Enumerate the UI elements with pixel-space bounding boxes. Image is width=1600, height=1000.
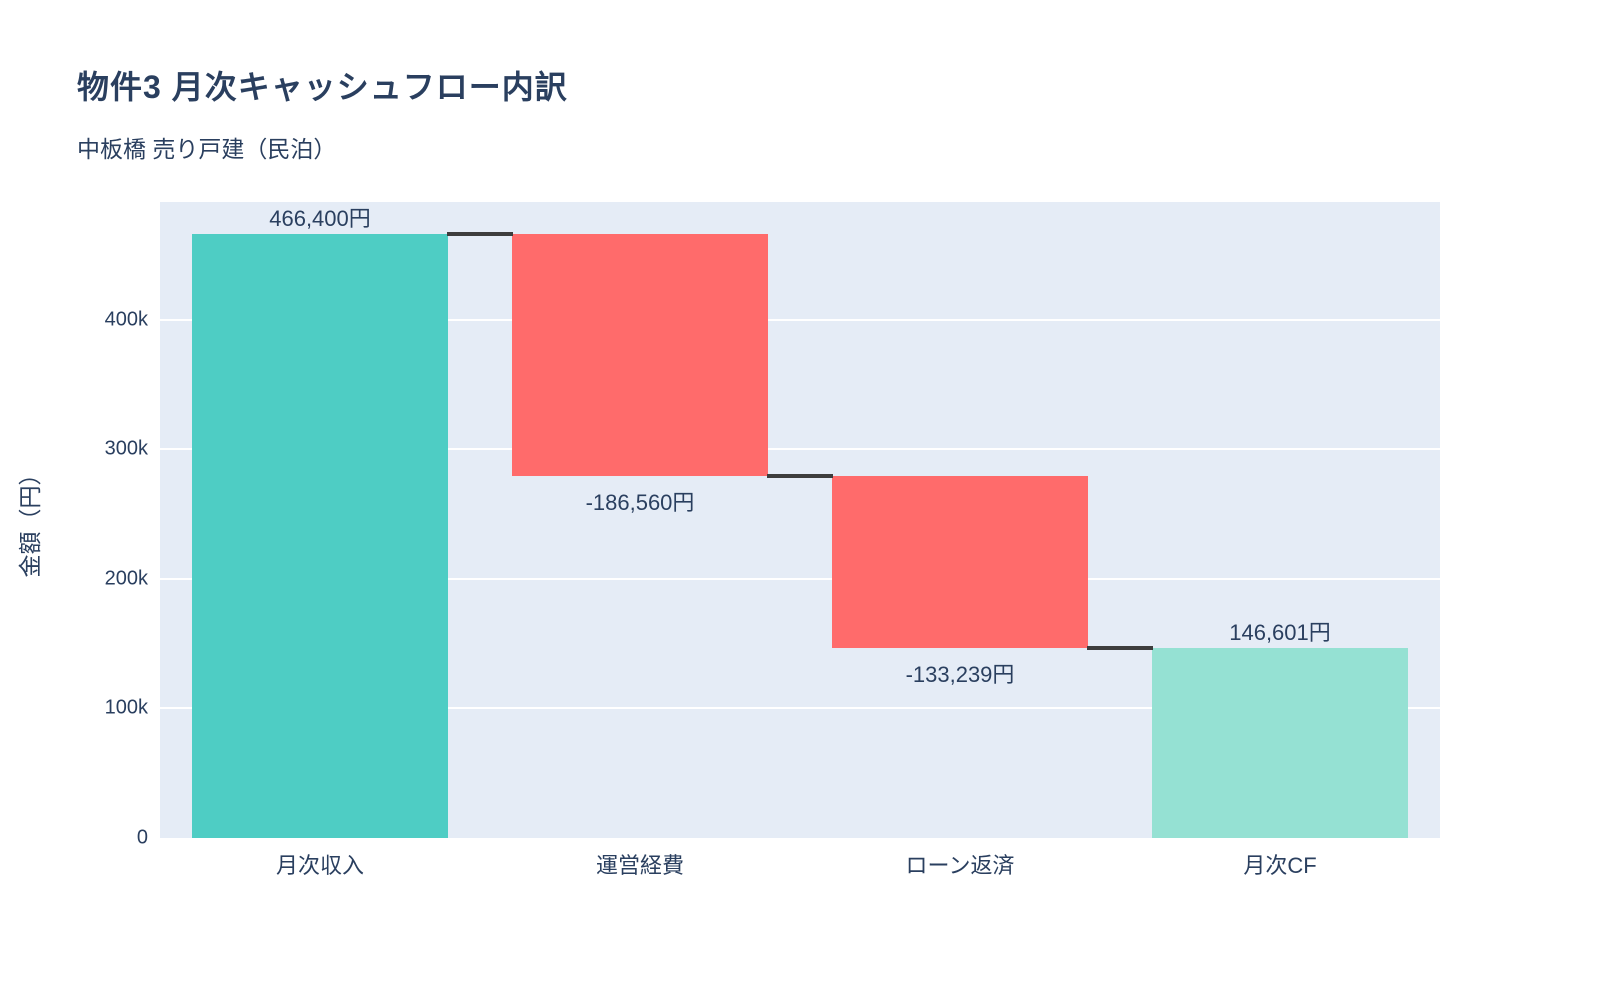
chart-subtitle: 中板橋 売り戸建（民泊） — [77, 136, 337, 162]
waterfall-bar-運営経費 — [512, 233, 768, 476]
plot-area — [160, 202, 1440, 838]
gridline-300k — [160, 448, 1440, 451]
bar-value-label: -133,239円 — [905, 662, 1015, 688]
y-tick-label: 0 — [136, 826, 148, 849]
y-axis-title: 金額（円） — [17, 462, 43, 578]
x-tick-label-月次収入: 月次収入 — [275, 853, 365, 878]
bar-value-label: 466,400円 — [269, 205, 371, 231]
gridline-400k — [160, 318, 1440, 321]
bar-value-label: 146,601円 — [1229, 620, 1331, 646]
x-tick-label-ローン返済: ローン返済 — [905, 853, 1015, 878]
waterfall-bar-月次CF — [1152, 648, 1408, 838]
connector-line — [447, 231, 513, 236]
gridline-100k — [160, 707, 1440, 710]
y-tick-label: 300k — [104, 437, 148, 460]
y-tick-label: 400k — [104, 308, 148, 331]
y-tick-label: 100k — [104, 696, 148, 719]
chart-title: 物件3 月次キャッシュフロー内訳 — [77, 69, 568, 105]
connector-line — [767, 473, 833, 478]
x-tick-label-運営経費: 運営経費 — [595, 853, 685, 878]
x-tick-label-月次CF: 月次CF — [1243, 853, 1317, 878]
waterfall-bar-月次収入 — [192, 233, 448, 838]
waterfall-bar-ローン返済 — [832, 475, 1088, 649]
connector-line — [1087, 646, 1153, 651]
gridline-200k — [160, 577, 1440, 580]
y-tick-label: 200k — [104, 567, 148, 590]
bar-value-label: -186,560円 — [585, 489, 695, 515]
